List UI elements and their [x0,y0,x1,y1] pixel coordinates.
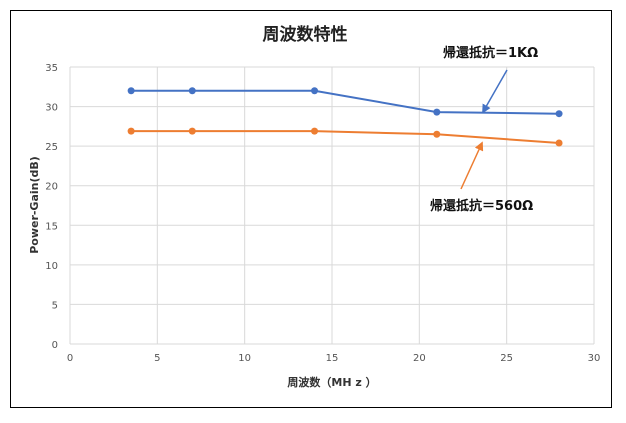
series-line-0 [131,89,560,115]
annotation-560: 帰還抵抗＝560Ω [430,198,533,214]
y-tick-label: 0 [52,340,58,351]
x-tick-label: 15 [326,353,339,364]
x-tick-label: 0 [67,353,73,364]
arrow-1k [482,69,508,114]
data-point [127,127,135,135]
series-line-1 [131,130,560,144]
x-axis-label: 周波数（MH z ） [287,375,376,389]
y-tick-label: 30 [45,103,58,114]
y-tick-label: 5 [52,300,58,311]
arrow-560 [460,141,484,190]
annotation-arrows [460,69,508,190]
x-tick-labels: 0 5 10 15 20 25 30 [67,353,601,364]
data-point [555,110,563,118]
y-tick-label: 35 [45,63,58,74]
data-point [127,87,135,95]
chart-title: 周波数特性 [263,24,348,45]
x-tick-label: 10 [238,353,251,364]
x-tick-label: 25 [500,353,513,364]
x-tick-label: 20 [413,353,426,364]
data-point [188,87,196,95]
chart-area [10,10,612,408]
y-tick-label: 25 [45,142,58,153]
data-point [433,108,441,116]
data-point [188,127,196,135]
y-tick-labels: 0 5 10 15 20 25 30 35 [45,63,58,351]
y-tick-label: 15 [45,221,58,232]
y-tick-label: 20 [45,182,58,193]
x-tick-label: 5 [154,353,160,364]
data-point [555,139,563,147]
data-point [311,127,319,135]
x-tick-label: 30 [588,353,601,364]
y-axis-label: Power-Gain(dB) [28,156,41,254]
data-point [311,87,319,95]
y-tick-label: 10 [45,261,58,272]
series-points [127,87,563,147]
annotation-1k: 帰還抵抗＝1KΩ [443,45,538,61]
data-point [433,130,441,138]
series-lines [131,89,560,144]
